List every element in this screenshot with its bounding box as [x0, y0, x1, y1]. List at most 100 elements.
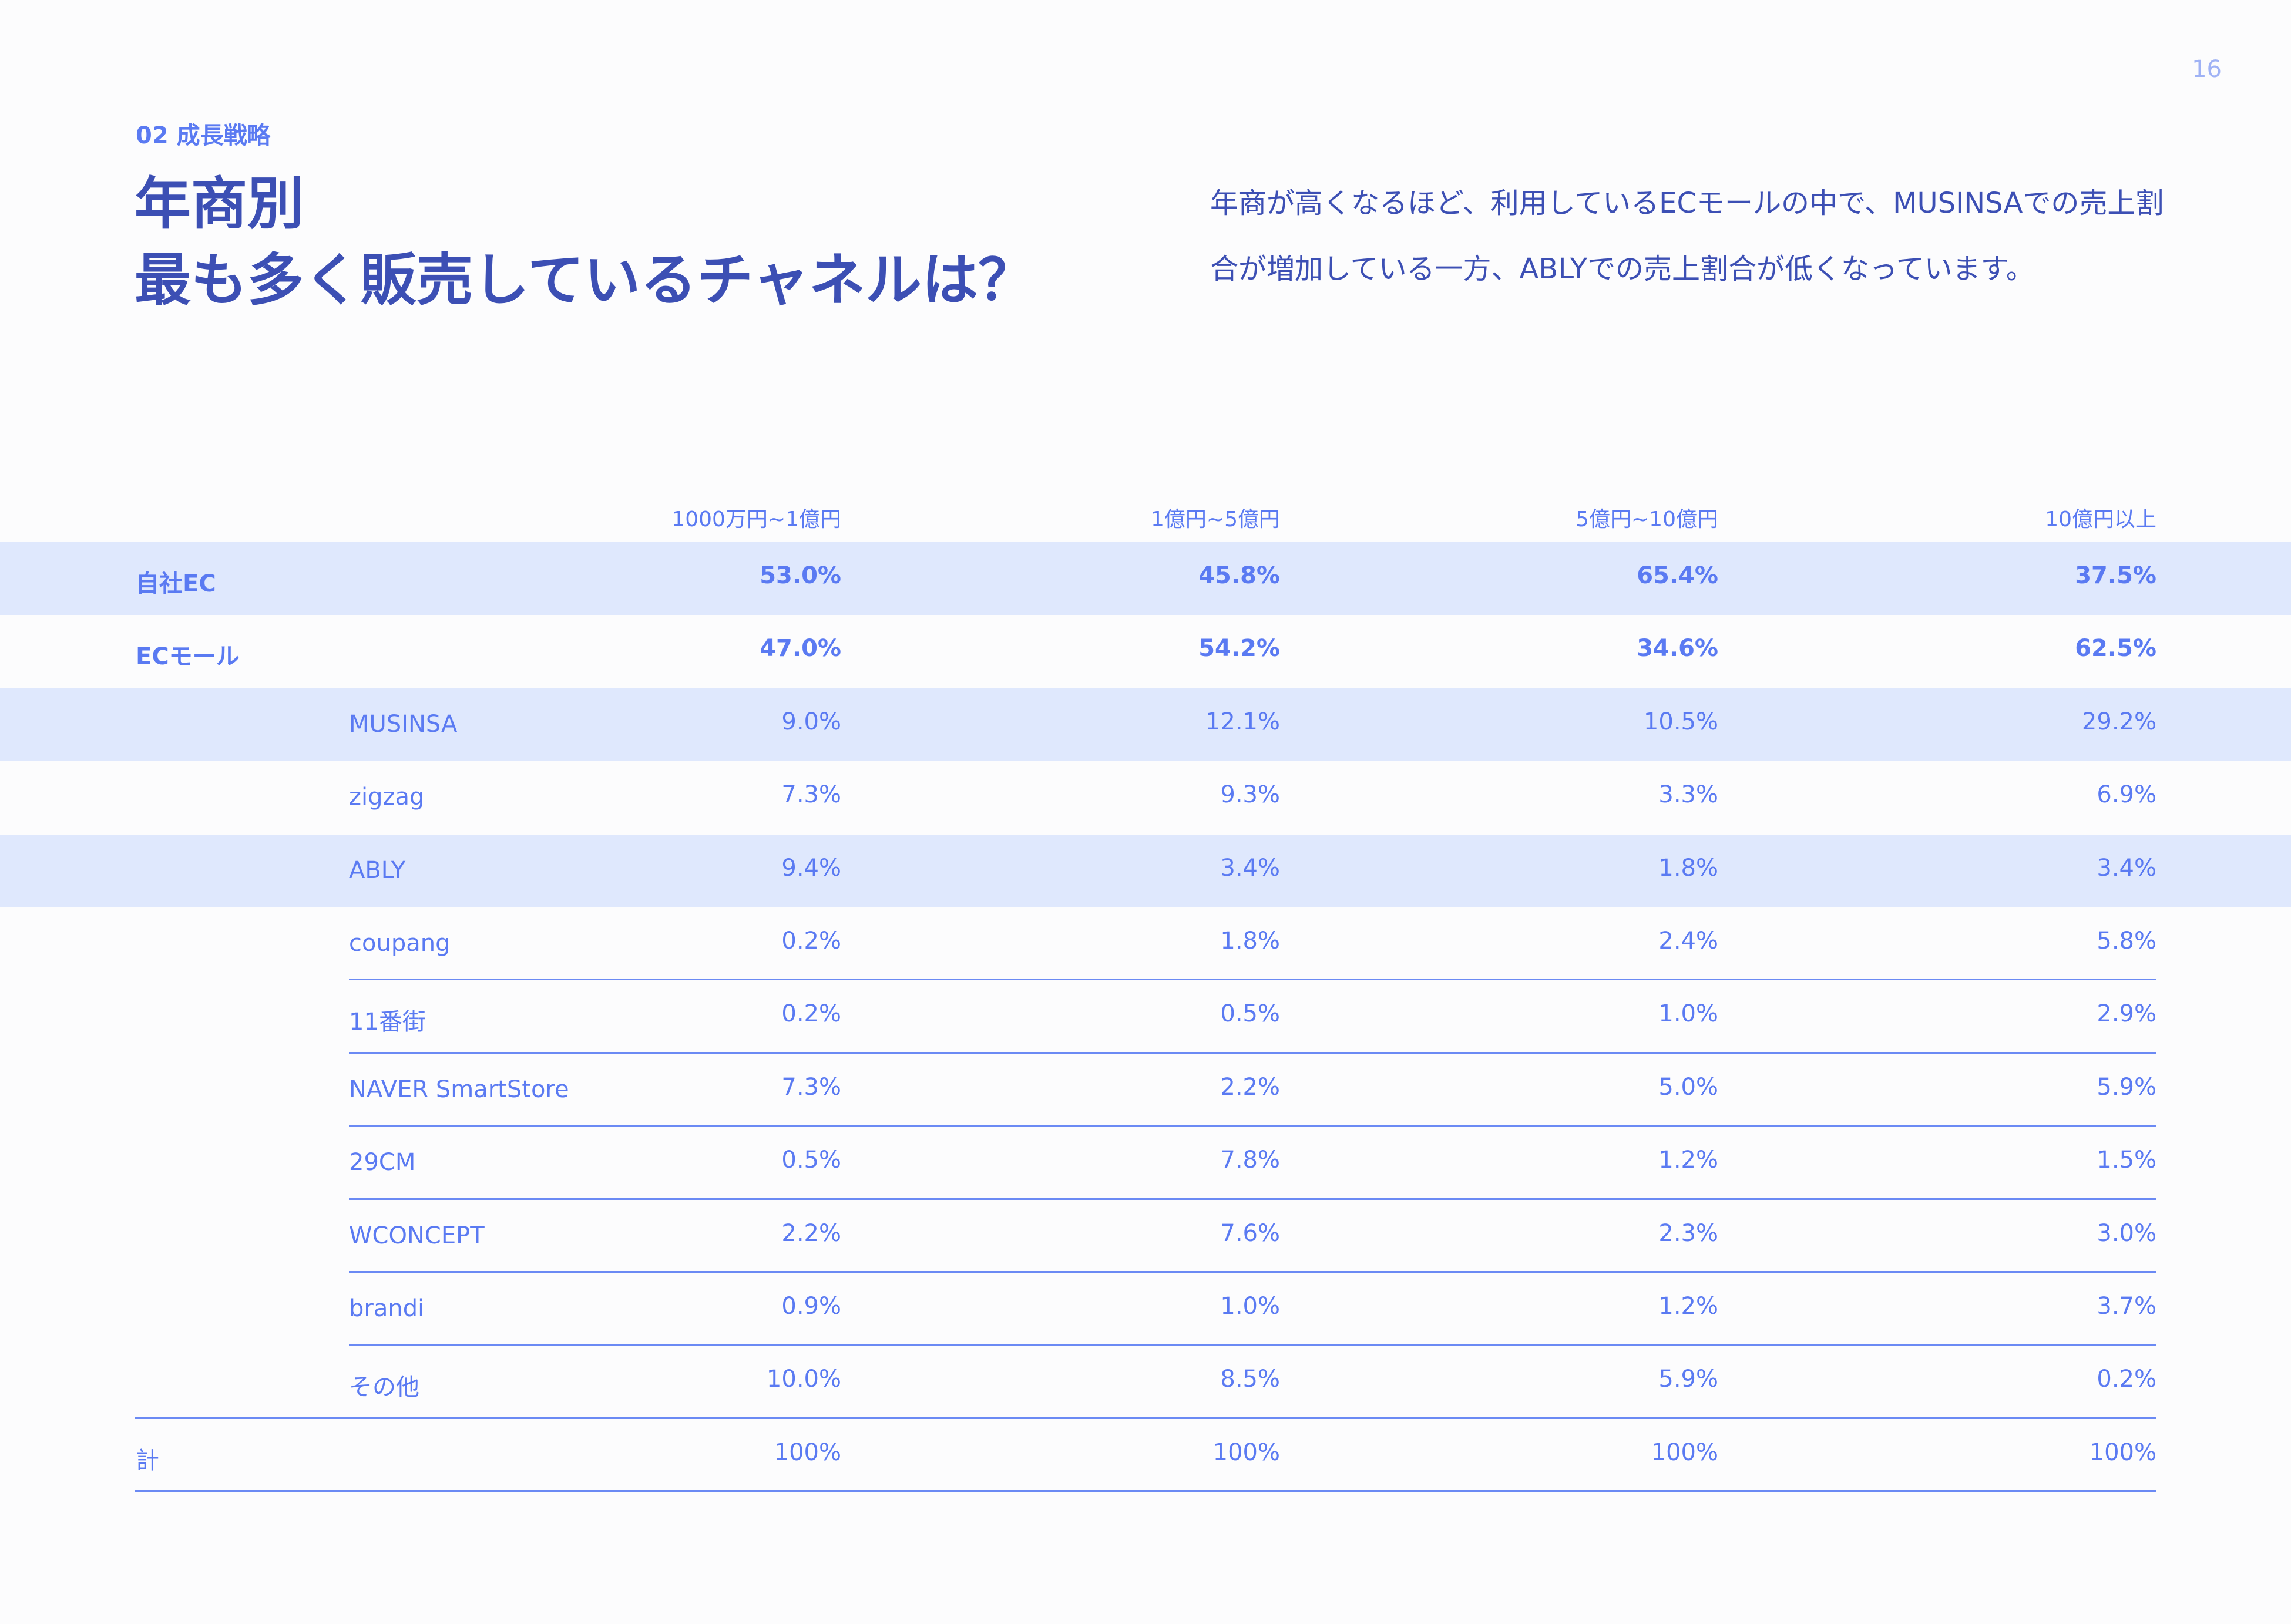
cell-value: 0.2% [781, 927, 841, 954]
table-row: coupang 0.2% 1.8% 2.4% 5.8% [0, 907, 2291, 981]
cell-value: 5.8% [2097, 927, 2156, 954]
row-divider [349, 979, 2156, 981]
row-label: 自社EC [136, 570, 216, 597]
cell-value: 1.2% [1658, 1292, 1718, 1320]
column-header: 1000万円~1億円 [671, 507, 841, 532]
cell-value: 37.5% [2075, 562, 2156, 589]
cell-value: 3.3% [1658, 781, 1718, 809]
table-row: ABLY 9.4% 3.4% 1.8% 3.4% [0, 834, 2291, 907]
title-line: 年商別 [135, 171, 304, 237]
cell-value: 0.5% [1220, 1000, 1280, 1028]
column-header: 10億円以上 [2045, 507, 2156, 532]
cell-value: 7.3% [781, 781, 841, 809]
cell-value: 100% [1212, 1438, 1280, 1466]
row-label: zigzag [349, 784, 425, 811]
table-row: brandi 0.9% 1.0% 1.2% 3.7% [0, 1273, 2291, 1346]
cell-value: 0.9% [781, 1292, 841, 1320]
row-label: brandi [349, 1295, 425, 1322]
row-divider [135, 1417, 2156, 1419]
row-divider [349, 1198, 2156, 1200]
table-row: zigzag 7.3% 9.3% 3.3% 6.9% [0, 761, 2291, 834]
cell-value: 45.8% [1198, 562, 1280, 589]
row-label: その他 [349, 1374, 419, 1401]
cell-value: 65.4% [1637, 562, 1718, 589]
page-title: 年商別 最も多く販売しているチャネルは？ [135, 166, 1034, 318]
cell-value: 53.0% [760, 562, 841, 589]
cell-value: 7.6% [1220, 1219, 1280, 1247]
cell-value: 100% [1651, 1438, 1718, 1466]
table-row: その他 10.0% 8.5% 5.9% 0.2% [0, 1346, 2291, 1419]
column-header: 1億円~5億円 [1151, 507, 1280, 532]
cell-value: 1.0% [1658, 1000, 1718, 1028]
cell-value: 0.2% [781, 1000, 841, 1028]
cell-value: 7.8% [1220, 1146, 1280, 1174]
row-divider [349, 1125, 2156, 1127]
cell-value: 2.2% [781, 1219, 841, 1247]
row-label: ABLY [349, 856, 406, 884]
cell-value: 2.9% [2097, 1000, 2156, 1028]
cell-value: 9.3% [1220, 781, 1280, 809]
cell-value: 100% [774, 1438, 841, 1466]
table-row: NAVER SmartStore 7.3% 2.2% 5.0% 5.9% [0, 1054, 2291, 1127]
cell-value: 2.2% [1220, 1073, 1280, 1101]
row-divider [349, 1051, 2156, 1054]
cell-value: 3.4% [1220, 854, 1280, 882]
section-label: 02 成長戦略 [136, 122, 271, 149]
cell-value: 5.9% [2097, 1073, 2156, 1101]
cell-value: 6.9% [2097, 781, 2156, 809]
row-label: 計 [136, 1447, 159, 1474]
cell-value: 34.6% [1637, 635, 1718, 663]
row-label: 11番街 [349, 1008, 426, 1036]
cell-value: 0.2% [2097, 1366, 2156, 1393]
table-header: 1000万円~1億円 1億円~5億円 5億円~10億円 10億円以上 [0, 502, 2291, 537]
cell-value: 0.5% [781, 1146, 841, 1174]
table-row: MUSINSA 9.0% 12.1% 10.5% 29.2% [0, 688, 2291, 762]
cell-value: 54.2% [1198, 635, 1280, 663]
cell-value: 2.4% [1658, 927, 1718, 954]
cell-value: 1.5% [2097, 1146, 2156, 1174]
cell-value: 29.2% [2081, 708, 2156, 735]
cell-value: 3.7% [2097, 1292, 2156, 1320]
cell-value: 100% [2089, 1438, 2156, 1466]
cell-value: 12.1% [1205, 708, 1280, 735]
table-row: ECモール 47.0% 54.2% 34.6% 62.5% [0, 615, 2291, 688]
cell-value: 9.0% [781, 708, 841, 735]
row-label: WCONCEPT [349, 1222, 485, 1249]
table-row: 計 100% 100% 100% 100% [0, 1419, 2291, 1492]
row-divider [349, 1344, 2156, 1346]
cell-value: 1.8% [1220, 927, 1280, 954]
row-label: 29CM [349, 1149, 416, 1176]
table-row: 29CM 0.5% 7.8% 1.2% 1.5% [0, 1127, 2291, 1200]
row-label: NAVER SmartStore [349, 1075, 569, 1103]
row-label: coupang [349, 929, 451, 957]
page-number: 16 [2192, 56, 2222, 83]
cell-value: 1.8% [1658, 854, 1718, 882]
row-divider [135, 1490, 2156, 1492]
cell-value: 10.0% [766, 1366, 841, 1393]
row-divider [349, 1270, 2156, 1273]
cell-value: 3.0% [2097, 1219, 2156, 1247]
sales-channel-table: 自社EC 53.0% 45.8% 65.4% 37.5% ECモール 47.0% 54.2% 3… [0, 542, 2291, 1492]
cell-value: 10.5% [1643, 708, 1718, 735]
table-row: 11番街 0.2% 0.5% 1.0% 2.9% [0, 980, 2291, 1054]
column-header: 5億円~10億円 [1576, 507, 1718, 532]
lead-text: 年商が高くなるほど、利用しているECモールの中で、MUSINSAでの売上割 合が… [1210, 170, 2232, 302]
cell-value: 47.0% [760, 635, 841, 663]
cell-value: 1.0% [1220, 1292, 1280, 1320]
title-line: 最も多く販売しているチャネルは？ [135, 247, 1035, 313]
cell-value: 9.4% [781, 854, 841, 882]
cell-value: 5.0% [1658, 1073, 1718, 1101]
cell-value: 5.9% [1658, 1366, 1718, 1393]
cell-value: 3.4% [2097, 854, 2156, 882]
row-label: MUSINSA [349, 710, 458, 738]
lead-line: 年商が高くなるほど、利用しているECモールの中で、MUSINSAでの売上割 [1210, 187, 2164, 220]
lead-line: 合が増加している一方、ABLYでの売上割合が低くなっています。 [1210, 253, 2034, 285]
cell-value: 2.3% [1658, 1219, 1718, 1247]
cell-value: 62.5% [2075, 635, 2156, 663]
table-row: 自社EC 53.0% 45.8% 65.4% 37.5% [0, 542, 2291, 616]
row-label: ECモール [136, 643, 240, 671]
cell-value: 1.2% [1658, 1146, 1718, 1174]
table-row: WCONCEPT 2.2% 7.6% 2.3% 3.0% [0, 1200, 2291, 1273]
cell-value: 7.3% [781, 1073, 841, 1101]
cell-value: 8.5% [1220, 1366, 1280, 1393]
